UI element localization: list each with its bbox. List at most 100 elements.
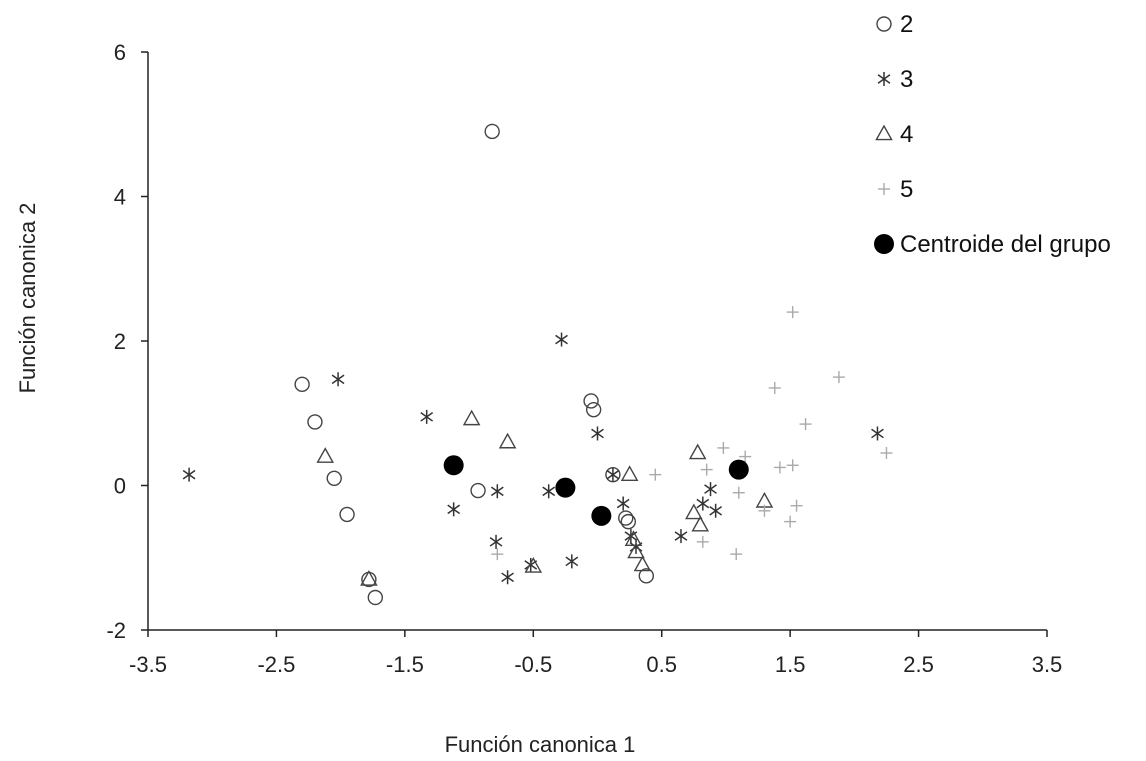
legend-item: Centroide del grupo xyxy=(874,231,1111,258)
x-tick-label: 3.5 xyxy=(1032,652,1063,677)
data-point xyxy=(339,506,355,523)
x-tick-label: 1.5 xyxy=(775,652,806,677)
data-point xyxy=(758,504,771,517)
data-point xyxy=(620,513,637,530)
data-point xyxy=(790,499,803,512)
data-point xyxy=(871,426,884,441)
legend-item: 4 xyxy=(875,121,913,148)
y-axis-ticks: -2 0 2 4 6 xyxy=(106,40,148,643)
data-point xyxy=(786,459,799,472)
data-point xyxy=(542,484,556,499)
plot-marks xyxy=(182,123,893,606)
data-point xyxy=(360,569,378,586)
data-point xyxy=(331,372,345,387)
data-point xyxy=(489,534,503,549)
data-point xyxy=(739,450,752,463)
x-axis-ticks: -3.5 -2.5 -1.5 -0.5 0.5 1.5 2.5 3.5 xyxy=(129,630,1062,677)
data-point xyxy=(443,455,464,476)
x-tick-label: 0.5 xyxy=(646,652,677,677)
data-point xyxy=(447,502,461,517)
data-point xyxy=(709,503,723,518)
legend-label: 3 xyxy=(900,66,913,93)
data-point xyxy=(633,555,652,572)
series-3 xyxy=(491,306,893,561)
x-tick-label: 2.5 xyxy=(903,652,934,677)
data-point xyxy=(717,441,730,454)
legend-label: 4 xyxy=(900,121,913,148)
legend-label: 2 xyxy=(900,11,913,38)
data-point xyxy=(688,443,707,460)
data-point xyxy=(462,409,481,426)
data-point xyxy=(470,482,486,499)
legend-marker xyxy=(878,183,890,195)
data-point xyxy=(491,548,504,561)
data-point xyxy=(618,510,634,526)
data-point xyxy=(880,446,893,459)
data-point xyxy=(367,589,384,606)
data-point xyxy=(490,484,504,499)
data-point xyxy=(624,530,643,546)
data-point xyxy=(555,477,576,498)
y-tick-label: 0 xyxy=(114,474,126,499)
data-point xyxy=(307,414,323,430)
data-point xyxy=(696,535,709,548)
series-0 xyxy=(294,123,655,606)
data-point xyxy=(591,426,604,441)
series-1 xyxy=(182,332,884,585)
data-point xyxy=(674,529,688,544)
data-point xyxy=(728,459,749,480)
data-point xyxy=(182,467,196,482)
legend-marker xyxy=(877,72,891,86)
series-4 xyxy=(443,455,749,526)
y-axis-title: Función canonica 2 xyxy=(15,203,40,394)
data-point xyxy=(591,505,612,526)
data-point xyxy=(704,482,717,497)
data-point xyxy=(326,470,342,486)
legend-label: Centroide del grupo xyxy=(900,231,1111,258)
data-point xyxy=(832,371,845,384)
data-point xyxy=(565,554,579,569)
data-point xyxy=(768,381,781,394)
y-tick-label: 2 xyxy=(114,329,126,354)
data-point xyxy=(316,447,335,463)
y-tick-label: 6 xyxy=(114,40,126,65)
data-point xyxy=(732,486,745,499)
x-axis-title: Función canonica 1 xyxy=(445,732,636,757)
legend-label: 5 xyxy=(900,176,913,203)
x-tick-label: -3.5 xyxy=(129,652,167,677)
data-point xyxy=(555,332,568,347)
data-point xyxy=(786,306,799,319)
data-point xyxy=(649,468,662,481)
x-tick-label: -2.5 xyxy=(257,652,295,677)
y-tick-label: -2 xyxy=(106,618,126,643)
data-point xyxy=(583,393,599,409)
legend-item: 3 xyxy=(877,66,913,93)
data-point xyxy=(616,496,630,511)
series-2 xyxy=(316,409,774,586)
data-point xyxy=(799,418,812,431)
legend-marker xyxy=(876,16,892,32)
data-point xyxy=(620,465,639,481)
legend-marker xyxy=(875,124,893,141)
data-point xyxy=(691,515,710,532)
data-point xyxy=(730,548,743,561)
data-point xyxy=(696,496,710,511)
data-point xyxy=(501,570,514,585)
data-point xyxy=(294,376,310,393)
data-point xyxy=(484,123,500,140)
data-point xyxy=(627,542,645,559)
x-tick-label: -1.5 xyxy=(386,652,424,677)
data-point xyxy=(420,409,434,424)
legend-marker xyxy=(874,234,894,254)
data-point xyxy=(638,568,655,584)
data-point xyxy=(773,461,786,474)
legend-item: 5 xyxy=(878,176,913,203)
data-point xyxy=(585,401,602,418)
y-tick-label: 4 xyxy=(114,185,126,210)
data-point xyxy=(700,463,713,476)
data-point xyxy=(784,515,797,528)
x-tick-label: -0.5 xyxy=(514,652,552,677)
data-point xyxy=(524,556,543,573)
data-point xyxy=(498,432,517,449)
